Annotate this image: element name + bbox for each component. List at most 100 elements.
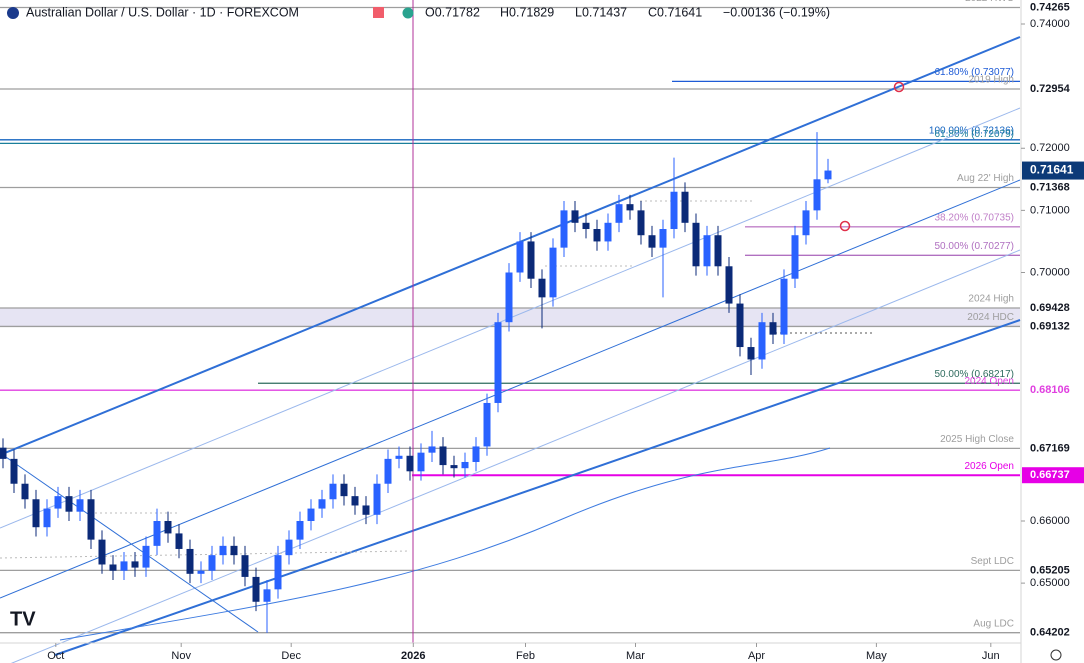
candle-body	[10, 458, 18, 484]
candle-body	[87, 499, 95, 540]
candle-body	[175, 533, 183, 549]
level-label: 2022 HWC	[965, 0, 1014, 4]
candle-body	[560, 210, 568, 248]
candle-body	[307, 508, 315, 521]
x-tick-label: Oct	[47, 650, 64, 662]
price-tag: 0.68106	[1030, 384, 1070, 396]
candle-body	[659, 229, 667, 248]
candle-layer	[0, 132, 832, 633]
candle-body	[296, 520, 304, 540]
channel-quarter	[10, 249, 1021, 663]
price-tag: 0.74265	[1030, 1, 1070, 13]
price-tag: 0.71368	[1030, 181, 1070, 193]
touch-marker	[893, 81, 905, 93]
candle-body	[527, 241, 535, 279]
ohlc-open: O0.71782	[425, 5, 480, 19]
level-label: 2025 High Close	[940, 434, 1014, 445]
x-tick-label: Dec	[281, 650, 301, 662]
candle-body	[626, 204, 634, 211]
candle-body	[131, 561, 139, 568]
candle-body	[274, 555, 282, 590]
candle-body	[142, 545, 150, 568]
candle-body	[120, 561, 128, 571]
level-label: 2024 HDC	[967, 312, 1014, 323]
x-tick-label: Mar	[626, 650, 645, 662]
candle-body	[571, 210, 579, 223]
settings-icon[interactable]	[1050, 649, 1062, 661]
candle-body	[505, 272, 513, 323]
brand-logo: TV	[10, 608, 36, 630]
flag-button[interactable]	[373, 7, 384, 18]
candle-body	[417, 452, 425, 472]
candle-body	[450, 465, 458, 469]
level-label: Sept LDC	[971, 556, 1014, 567]
candle-body	[76, 499, 84, 512]
candle-body	[340, 483, 348, 497]
y-tick-label: 0.72000	[1030, 142, 1070, 154]
level-label: 50.00% (0.68217)	[934, 369, 1014, 380]
x-tick-label: Apr	[748, 650, 765, 662]
level-label: 100.00% (0.72136)	[929, 125, 1014, 136]
candle-body	[703, 235, 711, 267]
candle-body	[637, 210, 645, 236]
ohlc-high: H0.71829	[500, 5, 554, 19]
candle-body	[164, 520, 172, 534]
level-label: 2024 High	[968, 294, 1014, 305]
touch-marker	[839, 220, 851, 232]
candle-body	[329, 483, 337, 500]
candle-body	[714, 235, 722, 267]
price-tag: 0.64202	[1030, 627, 1070, 639]
level-label: 2024 Open	[965, 376, 1015, 387]
candle-body	[263, 589, 271, 602]
x-tick-label: May	[866, 650, 887, 662]
candle-body	[758, 322, 766, 360]
candle-body	[725, 266, 733, 304]
candle-body	[98, 539, 106, 565]
candle-body	[593, 229, 601, 242]
candle-body	[670, 191, 678, 230]
level-label: 2019 High	[968, 75, 1014, 86]
candle-body	[252, 576, 260, 602]
price-tag: 0.66737	[1030, 469, 1070, 481]
candle-body	[472, 446, 480, 462]
candle-body	[197, 570, 205, 574]
y-tick-label: 0.71000	[1030, 204, 1070, 216]
x-tick-label: Jun	[982, 650, 1000, 662]
candle-body	[362, 505, 370, 515]
status-dot	[402, 7, 414, 19]
candle-body	[461, 461, 469, 469]
price-tag: 0.67169	[1030, 442, 1070, 454]
level-label: 61.80% (0.72079)	[934, 129, 1014, 140]
candle-body	[219, 545, 227, 556]
candle-body	[604, 222, 612, 242]
y-tick-label: 0.66000	[1030, 515, 1070, 527]
candle-body	[109, 564, 117, 571]
candle-body	[65, 496, 73, 512]
y-tick-label: 0.74000	[1030, 18, 1070, 30]
last-price-bg	[1022, 161, 1084, 180]
candle-body	[681, 191, 689, 223]
y-tick-label: 0.65000	[1030, 577, 1070, 589]
candle-body	[516, 241, 524, 273]
ohlc-low: L0.71437	[575, 5, 627, 19]
dotted-level	[0, 550, 411, 559]
candle-body	[439, 446, 447, 466]
candle-body	[483, 402, 491, 447]
candle-body	[494, 322, 502, 403]
candle-body	[351, 496, 359, 506]
level-layer: 2022 HWC 61.80% (0.73077)2019 High 100.00%…	[0, 0, 1020, 634]
channel-upper	[0, 36, 1021, 456]
candle-body	[186, 548, 194, 574]
level-label: Aug 22' High	[957, 173, 1014, 184]
channel-anchor	[2, 454, 259, 633]
candle-body	[54, 496, 62, 509]
level-label: Aug LDC	[973, 618, 1014, 629]
candle-body	[43, 508, 51, 528]
last-price-label: 0.71641	[1030, 163, 1074, 177]
level-label: 61.80% (0.73077)	[934, 67, 1014, 78]
level-label: 2026 Open	[965, 461, 1015, 472]
candle-body	[802, 210, 810, 236]
